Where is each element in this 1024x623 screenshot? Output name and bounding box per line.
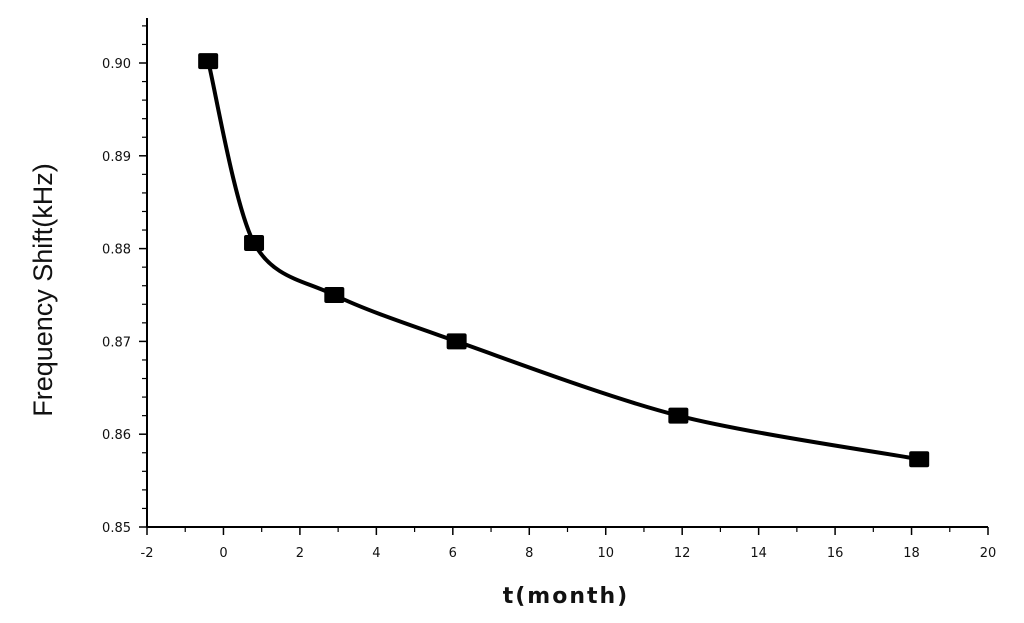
x-tick-label: 10 [597,546,614,561]
y-tick-label: 0.89 [102,150,131,165]
data-point-marker [668,407,689,424]
y-axis-title: Frequency Shift(kHz) [28,163,58,417]
x-tick-label: 4 [372,546,380,561]
x-tick-label: 20 [980,546,997,561]
y-tick-label: 0.85 [102,521,131,536]
data-point-marker [244,235,265,252]
series-line [206,60,920,462]
x-tick-label: 16 [827,546,844,561]
data-point-marker [198,53,219,70]
x-tick-label: 6 [449,546,457,561]
y-tick-label: 0.90 [102,57,131,72]
x-tick-label: 14 [750,546,767,561]
x-tick-label: 8 [525,546,533,561]
x-tick-label: -2 [141,546,154,561]
y-tick-label: 0.88 [102,243,131,258]
series [198,53,930,468]
y-ticks: 0.85 0.86 0.87 0.88 0.89 0.90 [102,25,147,536]
y-tick-label: 0.87 [102,335,131,350]
data-point-marker [909,451,930,468]
x-tick-label: 2 [296,546,304,561]
x-tick-label: 12 [674,546,691,561]
x-ticks: -2 0 2 4 6 8 10 12 14 16 18 20 [141,527,997,561]
x-tick-label: 18 [903,546,920,561]
y-tick-label: 0.86 [102,428,131,443]
x-tick-label: 0 [219,546,227,561]
data-point-marker [446,333,467,350]
x-axis-title: t(month) [503,584,630,609]
data-point-marker [324,287,345,303]
